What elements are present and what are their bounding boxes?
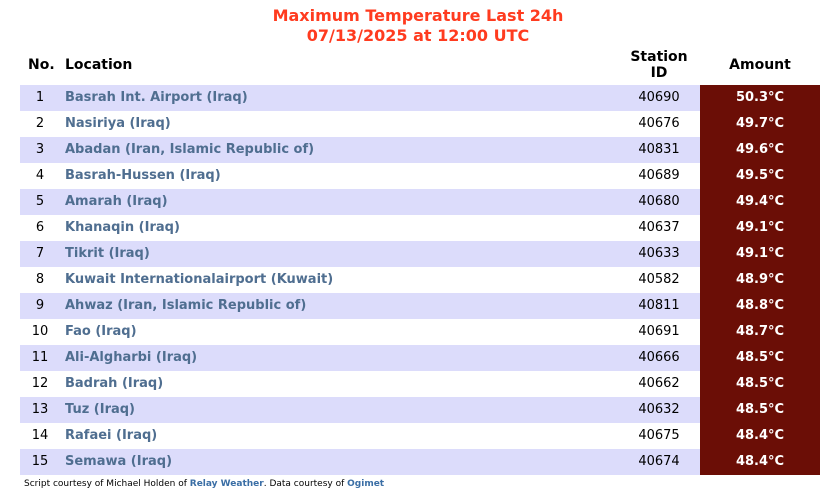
row-location: Semawa (Iraq): [65, 454, 173, 469]
row-amount: 48.7°C: [700, 319, 820, 345]
row-station-id: 40666: [638, 350, 680, 365]
relay-weather-link[interactable]: Relay Weather: [189, 479, 264, 489]
row-amount: 48.5°C: [700, 397, 820, 423]
row-amount: 48.4°C: [700, 423, 820, 449]
row-location: Fao (Iraq): [65, 324, 137, 339]
row-location: Tuz (Iraq): [65, 402, 135, 417]
title-line-2: 07/13/2025 at 12:00 UTC: [306, 26, 530, 45]
row-station-id: 40582: [638, 272, 680, 287]
row-location: Ahwaz (Iran, Islamic Republic of): [65, 298, 307, 313]
row-location: Rafaei (Iraq): [65, 428, 158, 443]
row-amount: 48.5°C: [700, 345, 820, 371]
row-station-id: 40674: [638, 454, 680, 469]
row-amount: 49.1°C: [700, 215, 820, 241]
row-station-id: 40811: [638, 298, 680, 313]
row-location: Ali-Algharbi (Iraq): [65, 350, 198, 365]
row-location: Abadan (Iran, Islamic Republic of): [65, 142, 315, 157]
row-amount: 49.4°C: [700, 189, 820, 215]
row-number: 7: [35, 246, 45, 261]
footer-prefix: Script courtesy of Michael Holden of: [24, 479, 190, 489]
row-station-id: 40680: [638, 194, 680, 209]
table-body: 1 Basrah Int. Airport (Iraq) 40690 50.3°C 2 N…: [20, 85, 820, 475]
table-row: 2 Nasiriya (Iraq) 40676 49.7°C: [20, 111, 820, 137]
header-no: No.: [28, 57, 55, 73]
table-row: 12 Badrah (Iraq) 40662 48.5°C: [20, 371, 820, 397]
table-row: 9 Ahwaz (Iran, Islamic Republic of) 40811 4…: [20, 293, 820, 319]
table-row: 1 Basrah Int. Airport (Iraq) 40690 50.3°C: [20, 85, 820, 111]
row-station-id: 40676: [638, 116, 680, 131]
row-station-id: 40662: [638, 376, 680, 391]
table-row: 14 Rafaei (Iraq) 40675 48.4°C: [20, 423, 820, 449]
row-amount: 49.1°C: [700, 241, 820, 267]
row-station-id: 40675: [638, 428, 680, 443]
table-row: 8 Kuwait Internationalairport (Kuwait) 405…: [20, 267, 820, 293]
table-row: 7 Tikrit (Iraq) 40633 49.1°C: [20, 241, 820, 267]
row-station-id: 40633: [638, 246, 680, 261]
table-row: 11 Ali-Algharbi (Iraq) 40666 48.5°C: [20, 345, 820, 371]
row-number: 13: [31, 402, 49, 417]
table-row: 4 Basrah-Hussen (Iraq) 40689 49.5°C: [20, 163, 820, 189]
row-number: 12: [31, 376, 49, 391]
table-row: 15 Semawa (Iraq) 40674 48.4°C: [20, 449, 820, 475]
row-station-id: 40831: [638, 142, 680, 157]
row-station-id: 40691: [638, 324, 680, 339]
header-station-id-line2: ID: [650, 65, 668, 81]
row-number: 15: [31, 454, 49, 469]
header-amount: Amount: [729, 57, 791, 73]
table-row: 6 Khanaqin (Iraq) 40637 49.1°C: [20, 215, 820, 241]
row-location: Tikrit (Iraq): [65, 246, 150, 261]
row-number: 11: [31, 350, 49, 365]
row-amount: 48.8°C: [700, 293, 820, 319]
row-location: Khanaqin (Iraq): [65, 220, 180, 235]
row-location: Kuwait Internationalairport (Kuwait): [65, 272, 334, 287]
row-number: 9: [35, 298, 45, 313]
row-location: Basrah-Hussen (Iraq): [65, 168, 221, 183]
row-number: 5: [35, 194, 45, 209]
row-station-id: 40632: [638, 402, 680, 417]
header-station-id: Station ID: [620, 49, 698, 81]
ogimet-link[interactable]: Ogimet: [347, 479, 385, 489]
row-number: 6: [35, 220, 45, 235]
row-station-id: 40689: [638, 168, 680, 183]
row-number: 4: [35, 168, 45, 183]
row-amount: 49.5°C: [700, 163, 820, 189]
row-amount: 48.4°C: [700, 449, 820, 475]
row-number: 2: [35, 116, 45, 131]
table-row: 5 Amarah (Iraq) 40680 49.4°C: [20, 189, 820, 215]
title-line-1: Maximum Temperature Last 24h: [272, 6, 564, 25]
row-number: 14: [31, 428, 49, 443]
row-amount: 48.9°C: [700, 267, 820, 293]
row-amount: 48.5°C: [700, 371, 820, 397]
row-number: 3: [35, 142, 45, 157]
row-amount: 50.3°C: [700, 85, 820, 111]
row-amount: 49.7°C: [700, 111, 820, 137]
row-station-id: 40637: [638, 220, 680, 235]
row-location: Basrah Int. Airport (Iraq): [65, 90, 248, 105]
table-row: 3 Abadan (Iran, Islamic Republic of) 40831…: [20, 137, 820, 163]
table-row: 10 Fao (Iraq) 40691 48.7°C: [20, 319, 820, 345]
row-location: Amarah (Iraq): [65, 194, 168, 209]
row-number: 10: [31, 324, 49, 339]
table-header: No. Location Station ID Amount: [20, 47, 820, 83]
row-number: 8: [35, 272, 45, 287]
row-number: 1: [35, 90, 45, 105]
table-row: 13 Tuz (Iraq) 40632 48.5°C: [20, 397, 820, 423]
row-location: Badrah (Iraq): [65, 376, 164, 391]
footer-middle: . Data courtesy of: [263, 479, 348, 489]
page-title: Maximum Temperature Last 24h 07/13/2025 …: [0, 6, 836, 46]
row-amount: 49.6°C: [700, 137, 820, 163]
row-location: Nasiriya (Iraq): [65, 116, 171, 131]
row-station-id: 40690: [638, 90, 680, 105]
header-location: Location: [65, 57, 133, 73]
header-station-id-line1: Station: [630, 49, 688, 65]
footer: Script courtesy of Michael Holden of Rel…: [24, 479, 384, 489]
